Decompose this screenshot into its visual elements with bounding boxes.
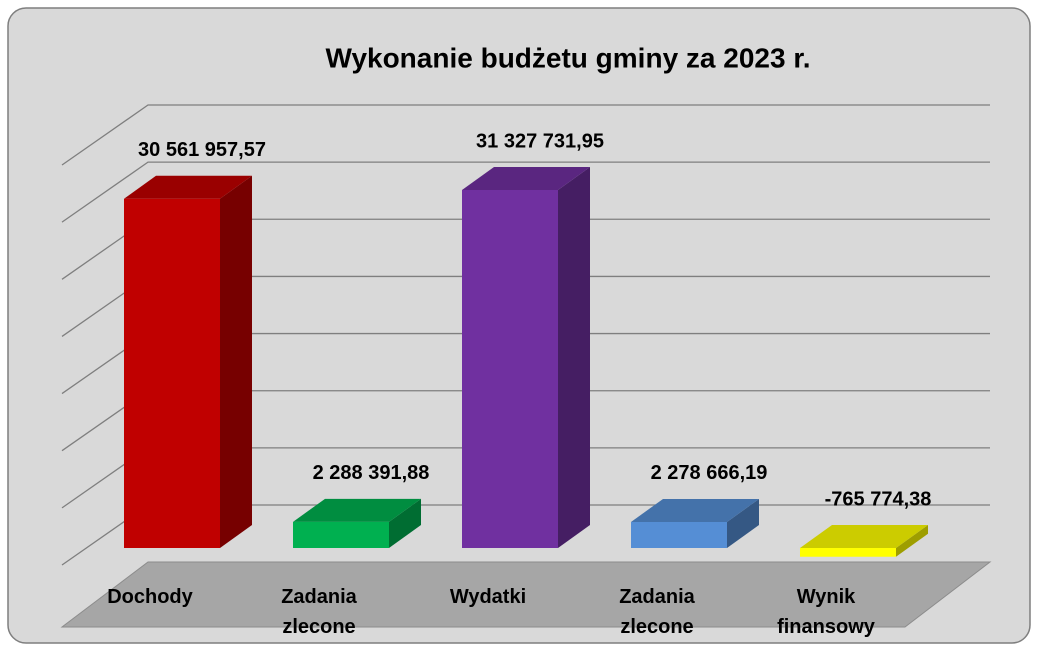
- value-label: 2 278 666,19: [651, 462, 768, 484]
- bar-top: [800, 525, 928, 548]
- grid-line: [61, 161, 990, 223]
- x-tick-label: Zadania zlecone: [281, 586, 357, 638]
- x-tick-label: Zadania zlecone: [619, 586, 695, 638]
- bar-side: [727, 498, 759, 548]
- bar-side: [896, 525, 928, 557]
- x-tick-label: Wynik finansowy: [777, 586, 875, 638]
- bar-side: [389, 498, 421, 548]
- chart-title: Wykonanie budżetu gminy za 2023 r.: [326, 42, 811, 73]
- value-label: 2 288 391,88: [313, 462, 430, 484]
- floor: [60, 561, 992, 628]
- bar-top: [462, 166, 590, 190]
- bar-front: [800, 548, 896, 557]
- value-label: 31 327 731,95: [476, 130, 604, 152]
- bar-front: [124, 198, 220, 548]
- bar: [462, 166, 590, 548]
- bar-side: [220, 175, 252, 548]
- bar: [293, 498, 421, 548]
- bar-top: [293, 498, 421, 522]
- bar: [124, 175, 252, 548]
- x-tick-label: Wydatki: [449, 586, 527, 608]
- bar: [800, 525, 928, 557]
- bar-front: [462, 189, 558, 548]
- value-label: -765 774,38: [825, 488, 932, 510]
- value-label: 30 561 957,57: [138, 139, 266, 161]
- bar-side: [558, 166, 590, 548]
- bar-top: [631, 498, 759, 522]
- bar: [631, 498, 759, 548]
- bar-front: [631, 521, 727, 548]
- grid-line: [61, 104, 990, 166]
- bar-front: [293, 521, 389, 548]
- x-tick-label: Dochody: [107, 586, 193, 608]
- bar-top: [124, 175, 252, 199]
